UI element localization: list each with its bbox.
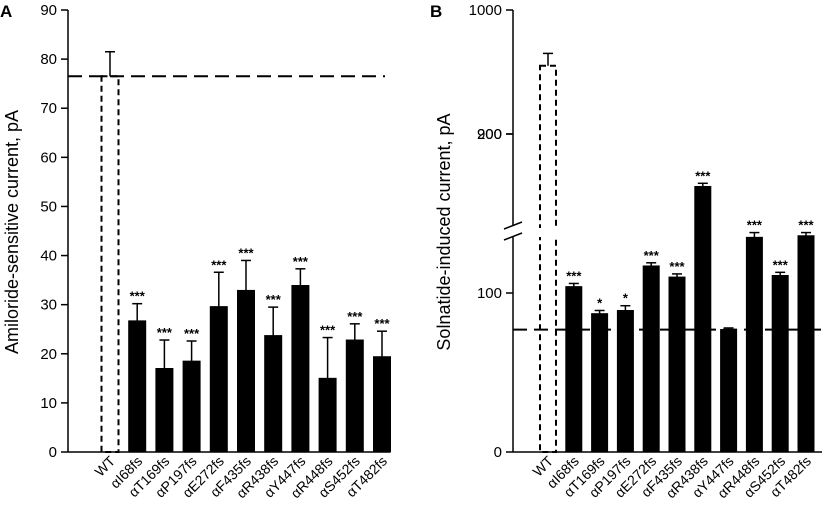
bar-r438fs — [264, 335, 283, 453]
bar-e272fs — [209, 306, 228, 453]
bar-t482fs — [797, 235, 815, 453]
significance-y447fs: *** — [293, 254, 309, 269]
panel-b-categories: WTαI68fsαT169fsαP197fsαE272fsαF435fsαR43… — [529, 452, 814, 501]
y-tick-label-60: 60 — [40, 149, 57, 166]
bar-e272fs — [642, 265, 660, 453]
axis-break-marker — [503, 221, 523, 241]
panel-a-bars: *** *** *** *** *** *** *** *** *** *** — [100, 50, 391, 454]
panel-a-categories: WTαI68fsαT169fsαP197fsαE272fsαF435fsαR43… — [91, 452, 390, 501]
significance-e272fs: *** — [211, 257, 227, 272]
y-tick-label-200: 200 — [477, 126, 502, 143]
bar-y447fs — [720, 329, 738, 453]
panel-b: B Solnatide-induced current, pA 0 100 2009… — [430, 2, 822, 501]
y-tick-label-900: 900 — [477, 126, 502, 143]
significance-p197fs: *** — [184, 326, 200, 341]
y-tick-label-20: 20 — [40, 346, 57, 363]
significance-r448fs: *** — [747, 218, 763, 233]
bar-wt — [100, 75, 120, 454]
panel-a-label: A — [0, 2, 12, 21]
panel-a: A Amiloride-sensitive current, pA 0 10 20 3… — [0, 2, 391, 501]
bar-i68fs — [565, 286, 583, 453]
axis-break-line-lower — [503, 232, 523, 241]
y-tick-label-70: 70 — [40, 100, 57, 117]
axis-break-line-upper — [503, 221, 523, 230]
bar-t169fs — [155, 368, 174, 453]
bar-r448fs — [745, 236, 763, 453]
significance-r438fs: *** — [695, 168, 711, 183]
bar-wt — [539, 64, 557, 454]
y-tick-label-30: 30 — [40, 297, 57, 314]
significance-t169fs: * — [597, 295, 603, 310]
significance-e272fs: *** — [644, 248, 660, 263]
significance-t482fs: *** — [798, 218, 814, 233]
bar-p197fs — [616, 309, 634, 453]
significance-f435fs: *** — [669, 259, 685, 274]
bar-f435fs — [668, 276, 686, 453]
bar-p197fs — [182, 360, 201, 453]
bar-t169fs — [591, 313, 609, 453]
bar-r438fs — [694, 185, 712, 453]
panel-b-label: B — [430, 2, 442, 21]
significance-s452fs: *** — [773, 257, 789, 272]
wt-bar-break-gap — [536, 228, 560, 237]
y-tick-label-40: 40 — [40, 248, 57, 265]
bar-s452fs — [771, 275, 789, 453]
bar-s452fs — [345, 339, 364, 453]
bar-y447fs — [291, 285, 310, 453]
significance-i68fs: *** — [566, 268, 582, 283]
significance-s452fs: *** — [347, 309, 363, 324]
significance-t169fs: *** — [157, 325, 173, 340]
bar-i68fs — [128, 320, 147, 453]
bar-r448fs — [318, 377, 337, 453]
panel-b-bars: **** ******************* — [536, 52, 815, 454]
panel-b-y-axis-label: Solnatide-induced current, pA — [434, 113, 454, 350]
significance-i68fs: *** — [130, 289, 146, 304]
significance-t482fs: *** — [374, 316, 390, 331]
y-tick-label-100: 100 — [477, 285, 502, 302]
significance-r448fs: *** — [320, 323, 336, 338]
bar-t482fs — [373, 356, 391, 453]
y-tick-label-50: 50 — [40, 198, 57, 215]
y-tick-label-80: 80 — [40, 51, 57, 68]
y-tick-label-10: 10 — [40, 395, 57, 412]
panel-a-y-ticks: 0 10 20 30 40 50 60 70 80 90 — [40, 2, 68, 461]
significance-f435fs: *** — [238, 245, 254, 260]
panel-a-y-axis-label: Amiloride-sensitive current, pA — [2, 110, 22, 354]
significance-r438fs: *** — [266, 292, 282, 307]
y-tick-label-1000: 1000 — [469, 2, 502, 19]
y-tick-label-0: 0 — [49, 444, 57, 461]
significance-p197fs: * — [623, 291, 629, 306]
y-tick-label-0: 0 — [494, 444, 502, 461]
bar-f435fs — [237, 289, 255, 453]
y-tick-label-90: 90 — [40, 2, 57, 19]
